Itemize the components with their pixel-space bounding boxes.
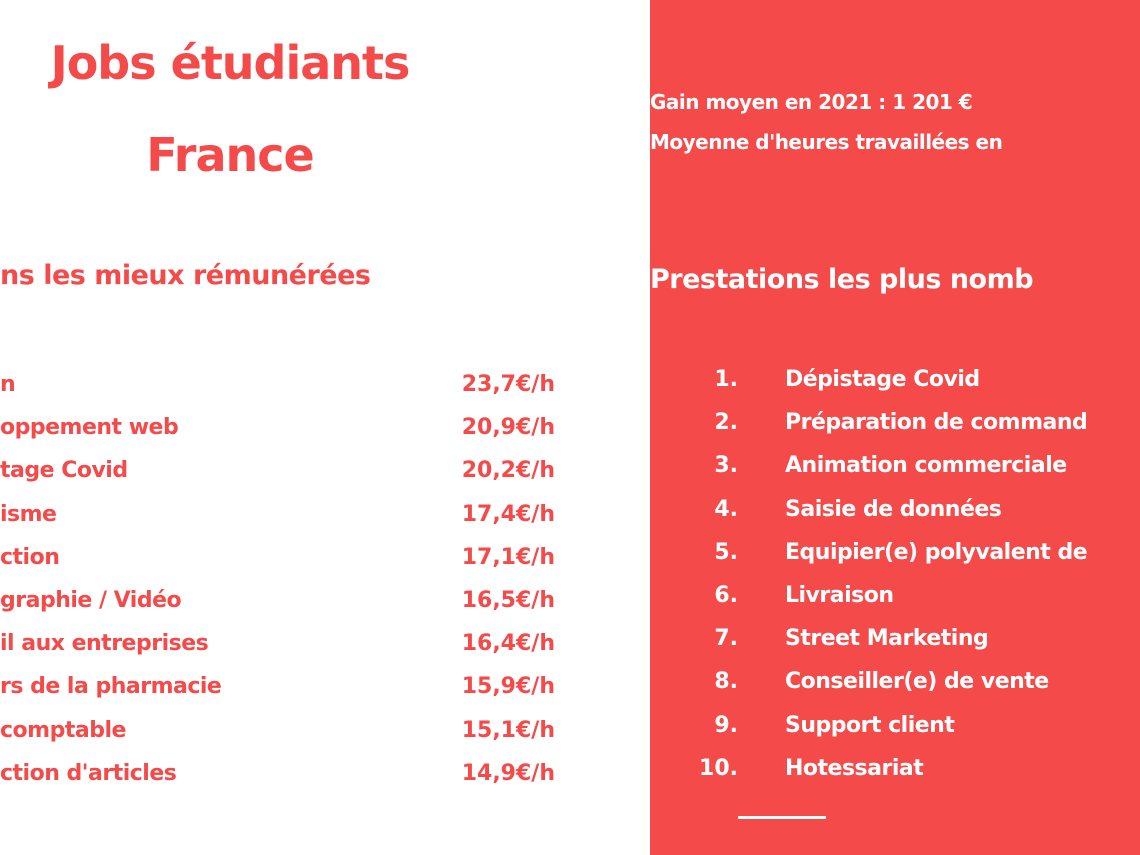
rank: 6.: [714, 583, 738, 608]
section-heading: Prestations les plus nomb: [650, 264, 1034, 295]
job-label: ction: [0, 544, 60, 570]
service: Hotessariat: [785, 755, 924, 781]
job-label: graphie / Vidéo: [0, 588, 182, 613]
title: France: [146, 128, 314, 182]
service: Support client: [785, 712, 955, 738]
service: Equipier(e) polyvalent de: [785, 539, 1088, 565]
job-rate: 15,1€/h: [461, 717, 555, 743]
title: Jobs étudiants: [50, 36, 411, 90]
divider: [738, 816, 826, 819]
rank: 10.: [699, 755, 738, 781]
job-rate: 15,9€/h: [461, 674, 555, 700]
job-label: comptable: [0, 717, 126, 743]
rank: 1.: [714, 367, 738, 392]
job-label: tage Covid: [0, 458, 128, 484]
service: Préparation de command: [785, 410, 1088, 436]
job-rate: 23,7€/h: [461, 372, 555, 397]
service: Livraison: [785, 583, 894, 608]
stat: Gain moyen en 2021 : 1 201 €: [650, 90, 973, 114]
job-rate: 14,9€/h: [461, 760, 555, 786]
job-label: il aux entreprises: [0, 631, 209, 657]
job-label: isme: [0, 501, 57, 527]
job-rate: 17,4€/h: [461, 501, 555, 527]
job-rate: 20,2€/h: [461, 458, 555, 484]
job-rate: 16,5€/h: [461, 588, 555, 613]
right-panel: [650, 0, 1140, 855]
job-label: oppement web: [0, 415, 179, 441]
service: Dépistage Covid: [785, 367, 980, 392]
service: Animation commerciale: [785, 453, 1067, 479]
rank: 4.: [714, 496, 738, 522]
rank: 5.: [714, 539, 738, 565]
service: Street Marketing: [785, 626, 989, 652]
job-rate: 17,1€/h: [461, 544, 555, 570]
rank: 9.: [714, 712, 738, 738]
section-heading: ns les mieux rémunérées: [0, 260, 371, 291]
stat: Moyenne d'heures travaillées en: [650, 130, 1003, 154]
rank: 7.: [714, 626, 738, 652]
service: Conseiller(e) de vente: [785, 669, 1049, 695]
rank: 3.: [714, 453, 738, 479]
rank: 2.: [714, 410, 738, 436]
job-label: n: [0, 372, 16, 397]
service: Saisie de données: [785, 496, 1002, 522]
job-label: ction d'articles: [0, 760, 177, 786]
job-label: rs de la pharmacie: [0, 674, 222, 700]
job-rate: 16,4€/h: [461, 631, 555, 657]
job-rate: 20,9€/h: [461, 415, 555, 441]
rank: 8.: [714, 669, 738, 695]
